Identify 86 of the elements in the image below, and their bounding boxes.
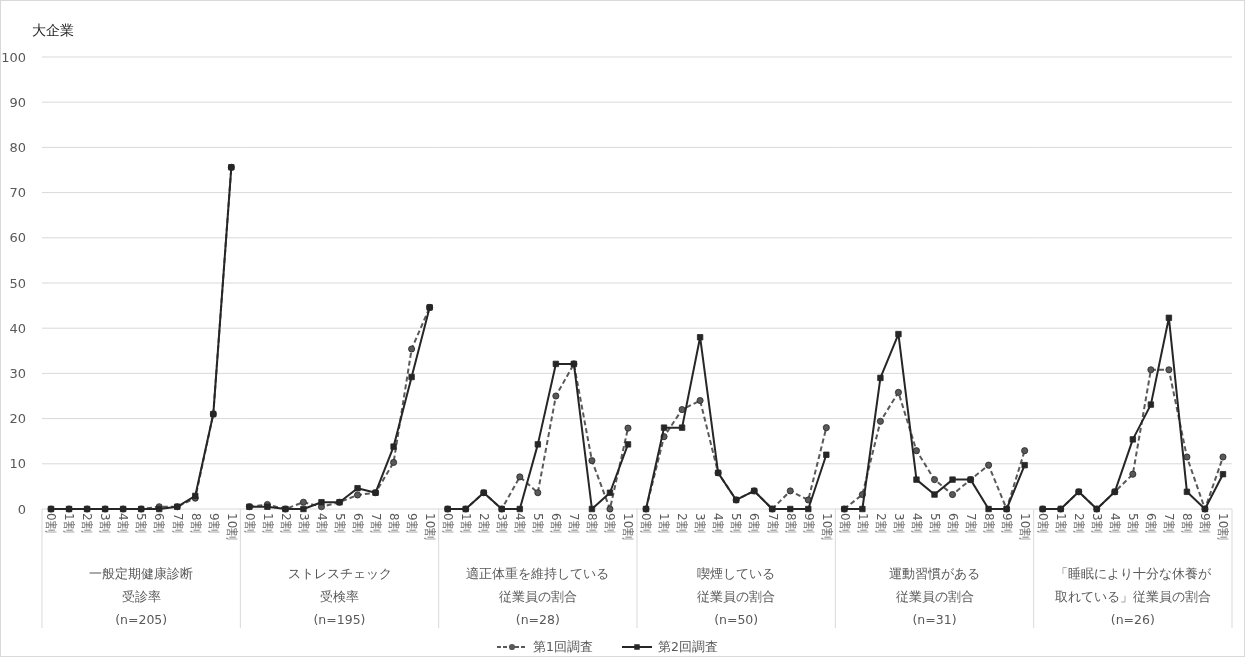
x-tick-label: 8割	[783, 513, 798, 533]
x-tick-label: 6割	[1144, 513, 1159, 533]
x-tick-label: 10割	[1017, 513, 1032, 541]
x-tick-label: 7割	[765, 513, 780, 533]
x-tick-label: 8割	[585, 513, 600, 533]
legend-label: 第1回調査	[533, 639, 593, 655]
y-tick-label: 40	[9, 320, 26, 336]
x-tick-label: 10割	[819, 513, 834, 541]
y-tick-label: 20	[9, 411, 26, 427]
y-tick-label: 90	[9, 94, 26, 110]
y-tick-label: 60	[9, 230, 26, 246]
x-tick-label: 4割	[513, 513, 528, 533]
x-tick-label: 7割	[1162, 513, 1177, 533]
x-tick-label: 1割	[657, 513, 672, 533]
x-tick-label: 6割	[152, 513, 167, 533]
x-tick-label: 8割	[386, 513, 401, 533]
x-tick-label: 3割	[891, 513, 906, 533]
x-tick-label: 5割	[927, 513, 942, 533]
x-tick-label: 5割	[1126, 513, 1141, 533]
x-tick-label: 8割	[1180, 513, 1195, 533]
x-tick-label: 3割	[693, 513, 708, 533]
x-tick-label: 0割	[837, 513, 852, 533]
x-tick-label: 0割	[440, 513, 455, 533]
x-axis-title: 運動習慣がある従業員の割合(n=31)	[889, 566, 980, 627]
x-tick-label: 0割	[242, 513, 257, 533]
x-tick-label: 1割	[459, 513, 474, 533]
x-tick-label: 9割	[999, 513, 1014, 533]
x-tick-label: 9割	[206, 513, 221, 533]
chart-title: 大企業	[32, 22, 74, 38]
x-tick-label: 2割	[278, 513, 293, 533]
x-axis-title: 喫煙している従業員の割合(n=50)	[697, 566, 776, 627]
x-axis-title: 適正体重を維持している従業員の割合(n=28)	[466, 566, 610, 627]
x-tick-label: 9割	[404, 513, 419, 533]
x-tick-label: 10割	[224, 513, 239, 541]
x-tick-label: 4割	[909, 513, 924, 533]
x-tick-label: 6割	[549, 513, 564, 533]
y-tick-label: 100	[1, 49, 26, 65]
x-tick-label: 2割	[477, 513, 492, 533]
x-tick-label: 7割	[567, 513, 582, 533]
x-tick-label: 7割	[170, 513, 185, 533]
x-tick-label: 5割	[332, 513, 347, 533]
x-tick-label: 6割	[747, 513, 762, 533]
x-tick-label: 9割	[1198, 513, 1213, 533]
x-tick-label: 9割	[801, 513, 816, 533]
y-tick-label: 80	[9, 140, 26, 156]
x-tick-label: 2割	[675, 513, 690, 533]
x-tick-label: 3割	[98, 513, 113, 533]
x-tick-label: 4割	[1108, 513, 1123, 533]
x-tick-label: 1割	[1054, 513, 1069, 533]
legend-label: 第2回調査	[658, 639, 718, 655]
y-tick-label: 70	[9, 185, 26, 201]
x-tick-label: 6割	[350, 513, 365, 533]
x-tick-label: 3割	[296, 513, 311, 533]
x-tick-label: 2割	[873, 513, 888, 533]
x-tick-label: 5割	[729, 513, 744, 533]
x-tick-label: 0割	[639, 513, 654, 533]
y-tick-label: 30	[9, 366, 26, 382]
x-tick-label: 3割	[1090, 513, 1105, 533]
x-tick-label: 6割	[945, 513, 960, 533]
x-tick-label: 8割	[981, 513, 996, 533]
x-tick-label: 8割	[188, 513, 203, 533]
x-tick-label: 2割	[80, 513, 95, 533]
x-tick-label: 7割	[368, 513, 383, 533]
x-tick-label: 3割	[495, 513, 510, 533]
y-tick-label: 0	[17, 501, 26, 517]
x-axis-title: 一般定期健康診断受診率(n=205)	[89, 566, 194, 627]
x-tick-label: 5割	[134, 513, 149, 533]
x-tick-label: 10割	[621, 513, 636, 541]
x-tick-label: 1割	[62, 513, 77, 533]
y-tick-label: 50	[9, 275, 26, 291]
x-tick-label: 4割	[314, 513, 329, 533]
y-tick-label: 10	[9, 456, 26, 472]
x-tick-label: 7割	[963, 513, 978, 533]
x-tick-label: 0割	[1035, 513, 1050, 533]
x-axis-title: 「睡眠により十分な休養が取れている」従業員の割合(n=26)	[1054, 566, 1212, 627]
x-tick-label: 10割	[1216, 513, 1231, 541]
x-tick-label: 9割	[603, 513, 618, 533]
x-tick-label: 1割	[260, 513, 275, 533]
x-tick-label: 1割	[855, 513, 870, 533]
x-tick-label: 4割	[711, 513, 726, 533]
x-tick-label: 0割	[44, 513, 59, 533]
x-tick-label: 10割	[422, 513, 437, 541]
x-tick-label: 5割	[531, 513, 546, 533]
x-axis-title: ストレスチェック受検率(n=195)	[287, 566, 392, 627]
x-tick-label: 2割	[1072, 513, 1087, 533]
x-tick-label: 4割	[116, 513, 131, 533]
